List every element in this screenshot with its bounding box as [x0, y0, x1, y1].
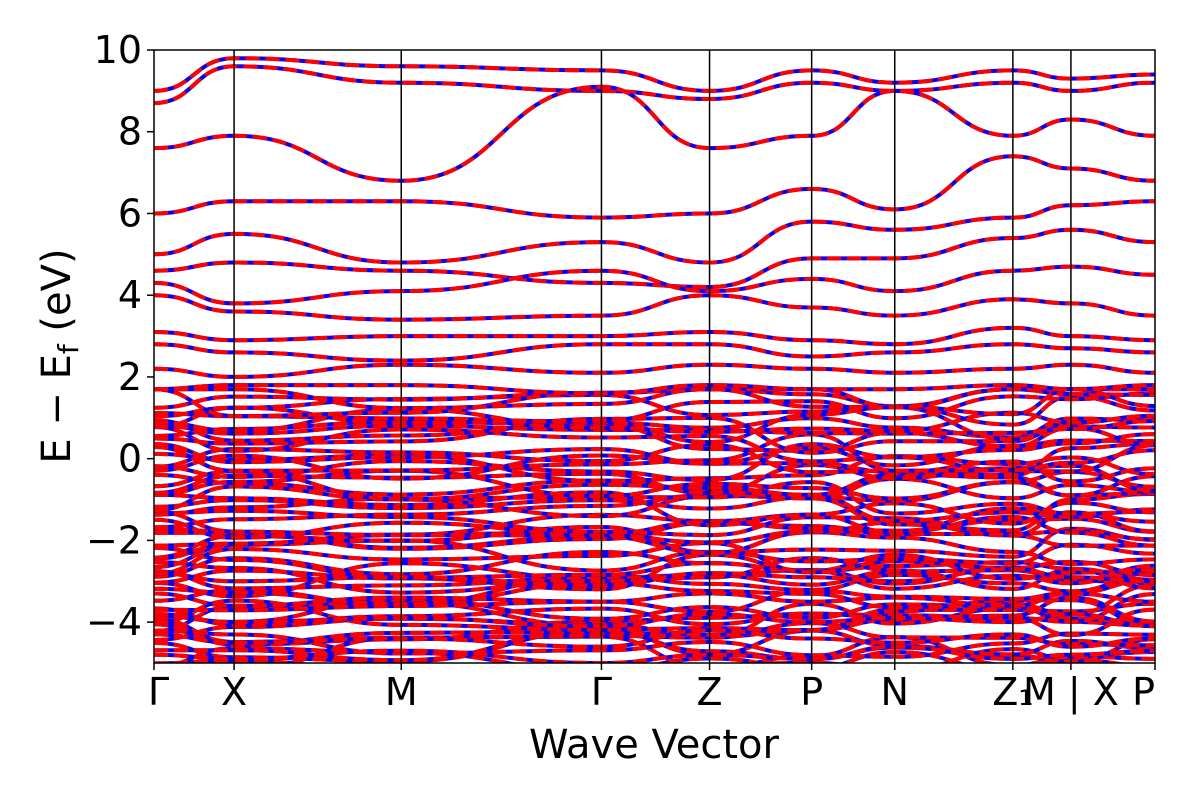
band-3-spin-down [154, 154, 1155, 220]
dense-band-42-spin-down [154, 451, 1155, 484]
dense-band-31-spin-down [154, 516, 1155, 540]
dense-band-29-spin-down [154, 512, 1155, 548]
dense-band-37-spin-down [154, 480, 1155, 511]
band-13-spin-down [154, 591, 1155, 608]
band-0-spin-down [154, 56, 1155, 93]
dense-band-5-spin-down [154, 628, 1155, 659]
band-14-spin-down [154, 611, 1155, 629]
plot-frame [153, 49, 1156, 664]
y-tick-label-7: −4 [86, 600, 142, 644]
x-axis-title: Wave Vector [529, 722, 780, 768]
band-9-spin-down [154, 342, 1155, 363]
band-0-spin-up [154, 56, 1155, 93]
dense-band-49-spin-down [154, 419, 1155, 453]
dense-band-0-spin-up [154, 647, 1128, 663]
kpath-lines [233, 50, 1072, 663]
y-axis-title-subscript: f [52, 343, 85, 354]
band-15-spin-down [154, 628, 1155, 649]
dense-band-32-spin-down [154, 508, 1155, 538]
dense-band-21-spin-down [154, 549, 1155, 581]
x-tick-label-7: Z₁ [992, 670, 1033, 714]
x-tick-label-1: X [221, 670, 247, 714]
y-tick-label-2: 6 [118, 191, 142, 235]
dense-band-30-spin-down [154, 506, 1155, 545]
y-tick-label-5: 0 [118, 437, 142, 481]
y-tick-label-6: −2 [86, 518, 142, 562]
x-tick-label-5: P [800, 670, 823, 714]
y-axis-title-main: E − E [34, 354, 80, 464]
x-tick-label-9: P [1132, 670, 1155, 714]
band-3-spin-up [154, 154, 1155, 220]
band-12-spin-down [154, 566, 1155, 588]
dense-band-19-spin-down [154, 556, 1155, 595]
dense-band-53-spin-down [154, 419, 1155, 436]
dense-band-4-spin-down [154, 626, 1155, 663]
dense-band-51-spin-down [154, 416, 1155, 443]
band-11-spin-down [154, 383, 1155, 396]
band-16-spin-down [154, 644, 1155, 663]
dense-band-38-spin-down [154, 472, 1155, 501]
band-9-spin-up [154, 342, 1155, 363]
band-8-spin-down [154, 325, 1155, 347]
band-4-spin-down [154, 199, 1155, 265]
x-tick-label-0: Γ [148, 670, 169, 714]
dense-band-47-spin-down [154, 438, 1155, 468]
dense-band-23-spin-down [154, 541, 1155, 578]
x-tick-label-2: M [385, 670, 418, 714]
band-2-spin-up [154, 84, 1155, 183]
y-tick-label-4: 2 [118, 355, 142, 399]
dense-band-28-spin-down [154, 520, 1155, 551]
x-tick-label-6: N [881, 670, 909, 714]
dense-band-46-spin-down [154, 432, 1155, 473]
y-tick-label-1: 8 [118, 110, 142, 154]
bands-layer [154, 56, 1155, 663]
y-axis-title: E − Ef (eV) [34, 248, 85, 463]
dense-band-59-spin-down [154, 387, 1155, 411]
y-axis-title-unit: (eV) [34, 248, 80, 344]
dense-band-54-spin-down [154, 407, 1155, 434]
y-tick-label-3: 4 [118, 273, 142, 317]
y-tick-label-0: 10 [94, 28, 142, 72]
x-axis-ticks: Γ X M Γ Z P N Z₁M | X P [148, 663, 1156, 715]
x-tick-label-8: M | X [1023, 670, 1119, 715]
y-axis-ticks: 10 8 6 4 2 0 −2 −4 [86, 28, 154, 644]
band-10-spin-down [154, 362, 1155, 379]
x-tick-label-4: Z [697, 670, 723, 714]
band-1-spin-down [154, 64, 1155, 106]
band-5-spin-down [154, 227, 1155, 290]
x-tick-label-3: Γ [591, 670, 612, 714]
dense-band-15-spin-down [154, 577, 1155, 614]
dense-band-22-spin-down [154, 545, 1155, 582]
dense-band-55-spin-down [154, 392, 1155, 430]
dense-band-1-spin-down [170, 646, 1155, 663]
dense-band-13-spin-down [154, 592, 1155, 624]
